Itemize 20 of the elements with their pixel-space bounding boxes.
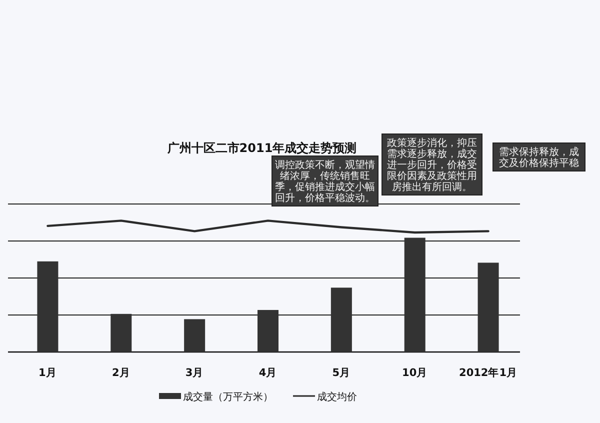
legend-label: 成交量（万平方米） <box>183 391 273 403</box>
chart-title: 广州十区二市2011年成交走势预测 <box>166 141 357 155</box>
bar <box>184 319 206 352</box>
x-tick-label: 2012年1月 <box>459 366 518 379</box>
x-tick-label: 1月 <box>38 367 57 379</box>
bar <box>110 314 132 352</box>
bar <box>404 238 426 352</box>
x-tick-label: 4月 <box>258 367 278 379</box>
x-tick-label: 5月 <box>332 367 351 379</box>
x-tick-label: 10月 <box>402 367 428 379</box>
x-tick-label: 3月 <box>185 367 204 379</box>
text: 政策逐步消化，抑压需求逐步释放，成交进一步回升，价格受限价因素及政策性用房推出有所回调。 <box>387 137 477 193</box>
bar <box>258 310 278 352</box>
x-tick-label: 2月 <box>112 367 130 379</box>
bar <box>478 262 499 352</box>
bar <box>330 288 352 352</box>
text: 调控政策不断，观望情绪浓厚，传统销售旺季，促销推进成交小幅回升，价格平稳波动。 <box>275 159 375 204</box>
bar <box>37 261 58 352</box>
text: 需求保持释放，成交及价格保持平稳 <box>499 146 579 169</box>
legend-label: 成交均价 <box>317 391 357 403</box>
